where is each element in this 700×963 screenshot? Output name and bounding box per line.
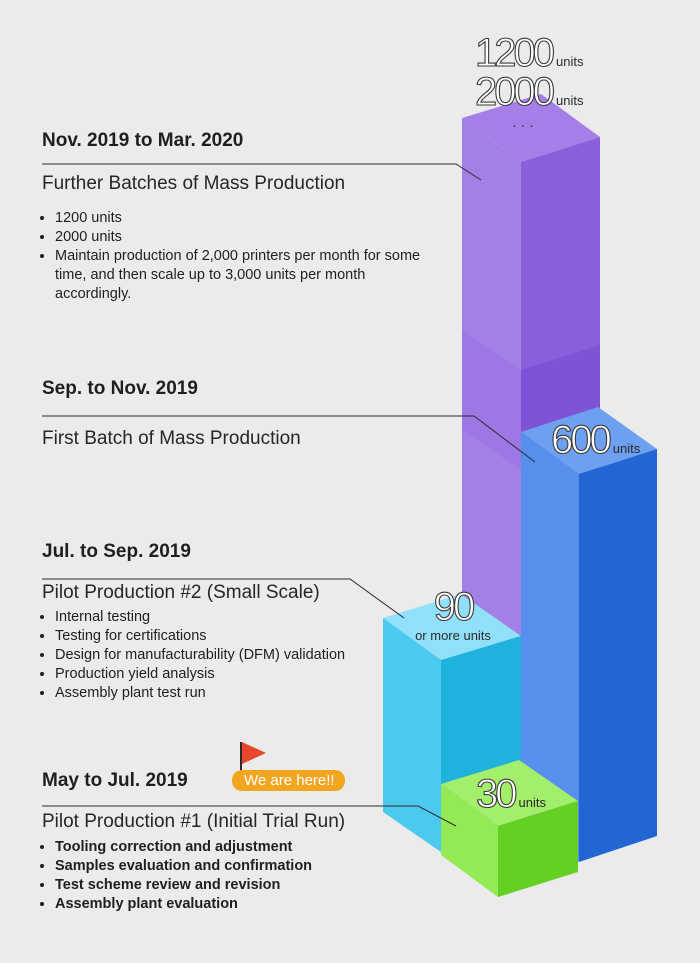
stage-title: Pilot Production #1 (Initial Trial Run): [42, 811, 346, 832]
bullet-item: Assembly plant evaluation: [55, 895, 345, 914]
bar-label-1200: 1200 units: [475, 31, 584, 75]
bullet-item: Internal testing: [55, 608, 345, 627]
bullet-item: Samples evaluation and confirmation: [55, 857, 345, 876]
connector-line-4: [42, 805, 457, 827]
bullet-item: Test scheme review and revision: [55, 876, 345, 895]
stage-bullets: Tooling correction and adjustment Sample…: [42, 838, 345, 914]
current-stage-badge: We are here!!: [232, 770, 345, 791]
bar-label-30-unit: units: [519, 795, 547, 810]
stage-date: May to Jul. 2019: [42, 770, 188, 791]
stage-bullets: 1200 units 2000 units Maintain productio…: [42, 209, 440, 304]
blue-bar-top: [521, 407, 657, 474]
bar-label-90: 90: [434, 585, 474, 629]
connector-line-3: [42, 578, 405, 619]
stage-date: Jul. to Sep. 2019: [42, 541, 191, 562]
bar-label-600-value: 600: [551, 418, 610, 462]
bullet-item: 1200 units: [55, 209, 440, 228]
stage-date: Nov. 2019 to Mar. 2020: [42, 130, 244, 151]
cyan-bar-top: [383, 594, 521, 660]
bullet-item: Tooling correction and adjustment: [55, 838, 345, 857]
green-bar: [441, 760, 578, 897]
stage-mass-production-further: Nov. 2019 to Mar. 2020 Further Batches o…: [42, 130, 440, 304]
stage-title: Further Batches of Mass Production: [42, 173, 346, 194]
stage-title: First Batch of Mass Production: [42, 428, 301, 449]
bar-label-2000-value: 2000: [475, 70, 554, 114]
bar-label-1200-value: 1200: [475, 31, 554, 75]
bar-label-30: 30 units: [476, 772, 546, 816]
purple-bar-band-front: [462, 330, 521, 470]
bar-label-30-value: 30: [476, 772, 516, 816]
stage-title: Pilot Production #2 (Small Scale): [42, 582, 320, 603]
cyan-bar-front: [383, 618, 441, 852]
bar-label-1200-unit: units: [556, 54, 584, 69]
bullet-item: Testing for certifications: [55, 627, 345, 646]
green-bar-top: [441, 760, 578, 826]
connector-line-2: [42, 415, 536, 463]
stage-pilot-production-1: May to Jul. 2019 Pilot Production #1 (In…: [42, 770, 345, 914]
bullet-item: Production yield analysis: [55, 665, 345, 684]
blue-bar-side: [579, 449, 657, 862]
stage-date: Sep. to Nov. 2019: [42, 378, 198, 399]
bar-label-2000-unit: units: [556, 93, 584, 108]
stage-bullets: Internal testing Testing for certificati…: [42, 608, 345, 703]
stage-mass-production-first: Sep. to Nov. 2019 First Batch of Mass Pr…: [42, 378, 301, 450]
bullet-item: 2000 units: [55, 228, 440, 247]
blue-bar: [521, 407, 657, 862]
bar-label-90-unit: or more units: [415, 628, 491, 643]
bar-label-2000: 2000 units: [475, 70, 584, 114]
green-bar-front: [441, 784, 498, 897]
blue-bar-front: [521, 432, 579, 862]
bullet-item: Assembly plant test run: [55, 684, 345, 703]
bar-ellipsis: · · ·: [512, 117, 534, 133]
stage-pilot-production-2: Jul. to Sep. 2019 Pilot Production #2 (S…: [42, 541, 345, 703]
purple-bar-top: [462, 94, 600, 162]
bar-label-600: 600 units: [551, 418, 641, 462]
connector-line-1: [42, 163, 482, 181]
bar-label-600-unit: units: [613, 441, 641, 456]
green-bar-side: [498, 801, 578, 897]
bullet-item: Design for manufacturability (DFM) valid…: [55, 646, 345, 665]
bullet-item: Maintain production of 2,000 printers pe…: [55, 247, 440, 304]
